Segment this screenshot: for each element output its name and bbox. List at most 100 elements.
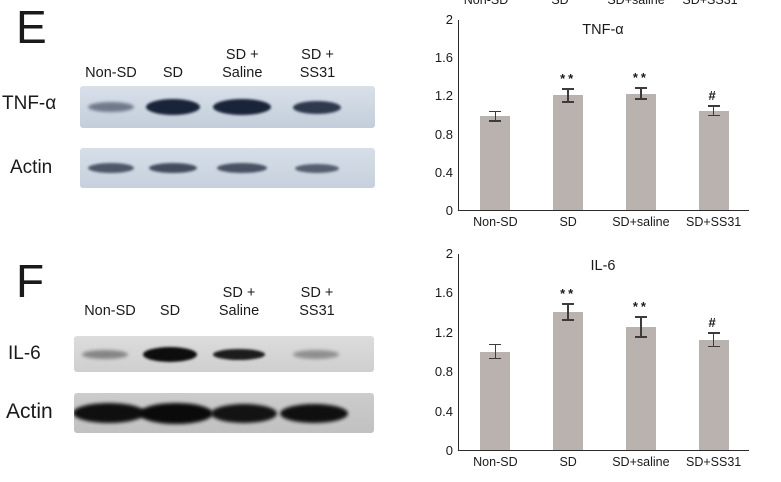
- x-axis-category-label: SD: [559, 215, 577, 229]
- error-bar-cap: [707, 332, 720, 334]
- error-bar: [494, 111, 497, 122]
- chart-bar: [698, 339, 729, 450]
- significance-marker: **: [560, 70, 577, 86]
- y-axis-tick-label: 0.4: [434, 164, 453, 180]
- blot-band: [74, 403, 145, 423]
- error-bar-cap: [489, 357, 502, 360]
- blot-band: [295, 163, 340, 173]
- lane-header: Non-SD: [85, 64, 137, 81]
- x-axis-category-label: SD+saline: [612, 215, 670, 229]
- western-blot-strip: [74, 336, 374, 372]
- error-bar-cap: [562, 101, 575, 103]
- chart-bar: [625, 93, 656, 210]
- y-axis-tick-label: 1.2: [434, 324, 453, 340]
- y-axis-tick-label: 0.8: [434, 364, 453, 380]
- blot-target-label: IL-6: [8, 343, 41, 364]
- cropped-axis-label: SD+SS31: [682, 0, 738, 7]
- chart-bar: [480, 351, 511, 450]
- blot-band: [280, 403, 348, 423]
- y-axis-tick-label: 0.8: [434, 126, 453, 142]
- y-axis-tick-label: 1.6: [434, 285, 453, 301]
- panel-label-F: F: [16, 255, 45, 307]
- blot-band: [87, 163, 134, 173]
- blot-band: [292, 349, 339, 359]
- western-blot-strip: [74, 393, 374, 433]
- chart-title: IL-6: [590, 258, 616, 274]
- blot-band: [213, 348, 265, 360]
- cropped-axis-label: Non-SD: [463, 0, 509, 7]
- x-axis-category-label: SD+SS31: [686, 215, 742, 229]
- chart-bar: [553, 95, 584, 210]
- y-axis-tick-label: 0: [445, 443, 453, 458]
- blot-band: [139, 402, 213, 424]
- error-bar-cap: [489, 110, 502, 113]
- chart-title: TNF-α: [582, 22, 624, 38]
- lane-header-row: Non-SD SD SD + Saline SD + SS31: [80, 28, 375, 82]
- chart-bar: [553, 312, 584, 450]
- y-axis-tick-label: 2: [445, 12, 453, 27]
- lane-header: Non-SD: [84, 302, 136, 319]
- chart-bar: [480, 116, 511, 210]
- y-axis-tick-label: 1.6: [434, 50, 453, 66]
- x-axis-category-label: SD: [559, 455, 577, 469]
- plot-area: 2 1.6 1.2 0.8 0.4 0 Non-SD ** SD ** SD+saline # SD+S…: [435, 12, 749, 229]
- western-blot-strip: [80, 148, 375, 188]
- blot-band: [148, 163, 197, 173]
- error-bar: [712, 105, 715, 116]
- error-bar: [640, 317, 642, 337]
- significance-marker: #: [708, 314, 719, 330]
- x-axis-category-label: Non-SD: [473, 455, 518, 469]
- error-bar-cap: [489, 120, 502, 122]
- error-bar: [567, 304, 569, 320]
- lane-header-row: Non-SD SD SD + Saline SD + SS31: [74, 268, 374, 320]
- y-axis-tick-label: 2: [445, 246, 453, 261]
- lane-header: SD: [162, 64, 183, 81]
- y-axis-tick-label: 1.2: [434, 88, 453, 104]
- blot-band: [82, 349, 129, 359]
- x-axis-category-label: Non-SD: [473, 215, 518, 229]
- blot-band: [217, 163, 268, 173]
- lane-header: SD + Saline: [218, 284, 260, 319]
- error-bar: [494, 344, 497, 359]
- lane-header: SD + SS31: [299, 46, 336, 81]
- western-blot-strip: [80, 86, 375, 128]
- cropped-axis-label: SD+saline: [607, 0, 665, 7]
- error-bar-cap: [707, 114, 720, 117]
- lane-header: SD + SS31: [299, 284, 335, 319]
- significance-marker: **: [632, 69, 649, 85]
- error-bar-cap: [634, 316, 647, 318]
- error-bar-cap: [707, 105, 720, 107]
- error-bar-cap: [489, 343, 502, 346]
- error-bar-cap: [634, 86, 647, 89]
- blot-target-label: Actin: [6, 400, 53, 423]
- lane-header: SD + Saline: [222, 46, 263, 81]
- blot-band: [210, 403, 277, 423]
- blot-band: [145, 99, 200, 115]
- error-bar-cap: [562, 87, 575, 90]
- chart-bar: [625, 326, 656, 450]
- blot-target-label: TNF-α: [2, 93, 57, 114]
- bar-chart-tnf-a: 2 1.6 1.2 0.8 0.4 0 Non-SD ** SD ** SD+saline # SD+S…: [430, 0, 781, 238]
- error-bar-cap: [707, 345, 720, 348]
- bar-chart-il-6: 2 1.6 1.2 0.8 0.4 0 Non-SD ** SD ** SD+saline # SD+S…: [430, 238, 781, 482]
- significance-marker: #: [708, 87, 719, 103]
- x-axis-category-label: SD+saline: [612, 455, 670, 469]
- significance-marker: **: [560, 286, 577, 302]
- x-axis-category-label: SD+SS31: [686, 455, 742, 469]
- chart-bar: [698, 110, 729, 210]
- y-axis-tick-label: 0.4: [434, 403, 453, 419]
- cropped-axis-label: SD: [551, 0, 569, 7]
- blot-band: [213, 99, 272, 115]
- blot-band: [87, 102, 134, 112]
- y-axis-tick-label: 0: [445, 203, 453, 218]
- error-bar: [567, 88, 569, 103]
- blot-target-label: Actin: [10, 157, 53, 178]
- significance-marker: **: [632, 299, 649, 315]
- lane-header: SD: [159, 302, 181, 319]
- blot-band: [293, 100, 342, 114]
- error-bar: [640, 87, 642, 100]
- plot-area: 2 1.6 1.2 0.8 0.4 0 Non-SD ** SD ** SD+saline # SD+S…: [435, 246, 749, 469]
- error-bar: [712, 332, 715, 347]
- blot-band: [143, 346, 197, 362]
